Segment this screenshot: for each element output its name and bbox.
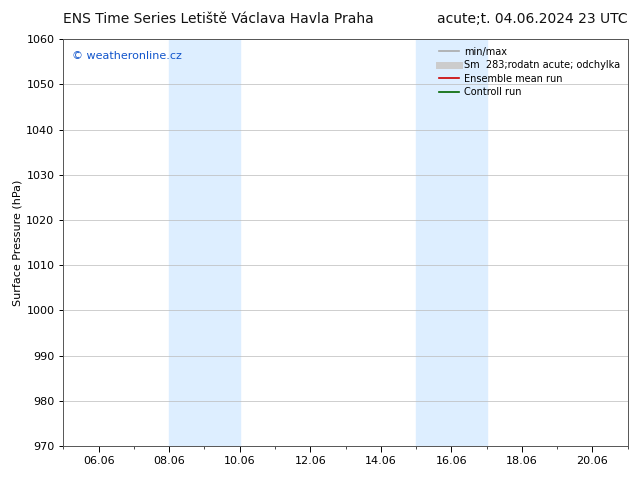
Bar bbox=[416, 39, 487, 446]
Legend: min/max, Sm  283;rodatn acute; odchylka, Ensemble mean run, Controll run: min/max, Sm 283;rodatn acute; odchylka, … bbox=[437, 44, 623, 100]
Text: ENS Time Series Letiště Václava Havla Praha: ENS Time Series Letiště Václava Havla Pr… bbox=[63, 12, 374, 26]
Y-axis label: Surface Pressure (hPa): Surface Pressure (hPa) bbox=[12, 179, 22, 306]
Text: acute;t. 04.06.2024 23 UTC: acute;t. 04.06.2024 23 UTC bbox=[437, 12, 628, 26]
Text: © weatheronline.cz: © weatheronline.cz bbox=[72, 51, 182, 61]
Bar bbox=[169, 39, 240, 446]
